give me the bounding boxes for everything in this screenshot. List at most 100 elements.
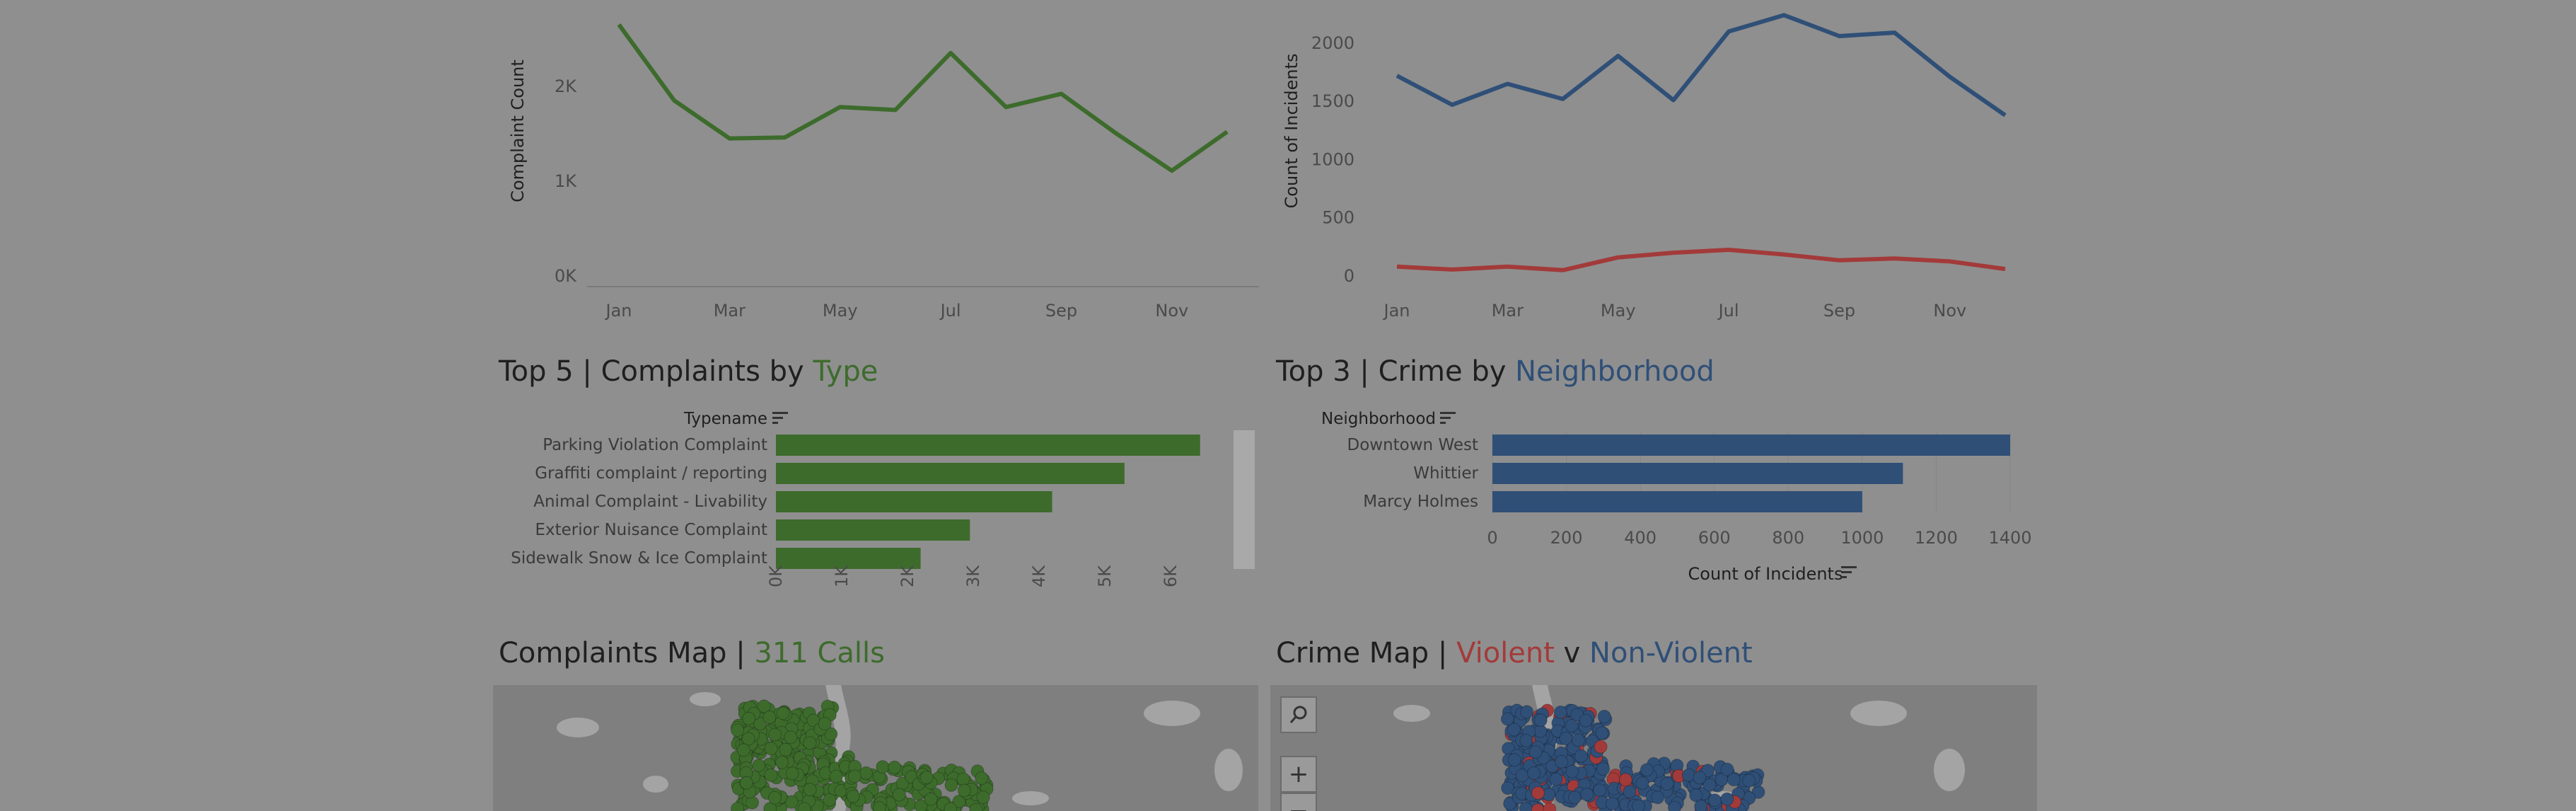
complaints-bar-title-accent: Type [813, 355, 878, 388]
complaints-map-point [731, 723, 744, 737]
map-search-button[interactable] [1280, 696, 1317, 733]
complaints-bar[interactable] [776, 491, 1052, 512]
complaints-bar[interactable] [776, 519, 970, 541]
complaints-map-point [739, 776, 753, 790]
complaints-bar[interactable] [776, 463, 1125, 484]
complaints-map-point [924, 792, 938, 806]
complaints-x-tick-label: Nov [1155, 301, 1188, 321]
complaints-y-tick-label: 2K [555, 76, 577, 96]
crime-x-tick-label: 1200 [1915, 528, 1958, 548]
crime-map-point [1572, 733, 1585, 747]
complaints-bar-label: Graffiti complaint / reporting [535, 464, 767, 483]
crime-map-point [1640, 763, 1654, 777]
complaints-bar-label: Animal Complaint - Livability [533, 493, 767, 511]
crime-bar-label: Downtown West [1347, 436, 1478, 454]
map-zoom-out-button[interactable]: − [1280, 793, 1317, 811]
complaints-bar-label: Parking Violation Complaint [543, 436, 767, 454]
complaints-map-point [892, 788, 906, 802]
crime-map-point [1533, 713, 1548, 727]
complaints-map-point [764, 768, 778, 782]
crime-map-point [1702, 778, 1717, 792]
crime-map-title-mid: v [1554, 637, 1590, 669]
complaints-scrollbar[interactable] [1234, 430, 1255, 569]
crime-map-point [1503, 797, 1517, 811]
crime-x-axis-label: Count of Incidents [1688, 564, 1843, 584]
complaints-line-chart: Complaint Count 0K 1K 2K Jan Mar May Jul Sep No… [508, 23, 1259, 321]
complaints-x-tick-label: May [823, 301, 858, 321]
complaints-map-point [859, 766, 873, 780]
crime-map-title-nonviolent: Non-Violent [1589, 637, 1753, 669]
complaints-bar[interactable] [776, 548, 921, 569]
complaints-map-point [768, 727, 782, 742]
complaints-map-point [872, 801, 886, 811]
crime-map-point [1701, 764, 1715, 778]
crime-map-title-violent: Violent [1456, 637, 1555, 669]
crime-bar[interactable] [1492, 491, 1862, 512]
complaints-map-point [829, 769, 843, 783]
crime-bar-chart: Neighborhood Downtown West Whittier Marcy … [1321, 410, 2032, 584]
crime-sort-icon[interactable] [1440, 412, 1456, 424]
complaints-x-tick-label: 1K [832, 565, 852, 587]
complaints-map-point [741, 732, 755, 746]
crime-map-point [1694, 799, 1708, 811]
crime-y-tick-label: 500 [1322, 208, 1354, 228]
complaints-map-title: Complaints Map | 311 Calls [499, 639, 885, 667]
crime-map-point [1543, 802, 1557, 811]
crime-map-points [1500, 703, 1765, 811]
crime-x-tick-label: 600 [1698, 528, 1731, 548]
complaints-x-tick-label: Jul [939, 301, 961, 321]
complaints-line-panel: Complaint Count 0K 1K 2K Jan Mar May Jul Sep No… [495, 0, 1259, 333]
crime-map[interactable]: + − [1270, 685, 2037, 811]
complaints-bar-label: Sidewalk Snow & Ice Complaint [511, 549, 767, 568]
complaints-map-point [944, 802, 958, 811]
crime-map-point [1651, 790, 1665, 805]
complaints-series-line-1[interactable] [617, 23, 1229, 173]
crime-map-point [1515, 769, 1529, 783]
crime-bar[interactable] [1492, 435, 2010, 456]
complaints-bar[interactable] [776, 435, 1200, 456]
complaints-bar-panel: Typename Parking Violation Complaint Graf… [495, 396, 1259, 609]
crime-map-point [1635, 776, 1649, 790]
crime-map-point [1632, 799, 1645, 811]
complaints-map-point [888, 760, 902, 774]
crime-xlabel-sort-icon[interactable] [1841, 566, 1857, 578]
complaints-map-point [779, 742, 793, 757]
complaints-map-point [803, 736, 817, 750]
crime-map-point [1594, 740, 1608, 754]
crime-x-tick-label: Mar [1492, 301, 1524, 321]
complaints-map-point [764, 742, 778, 756]
crime-y-tick-label: 1000 [1311, 149, 1354, 169]
complaints-map-point [952, 795, 966, 808]
crime-bar[interactable] [1492, 463, 1903, 484]
map-zoom-in-button[interactable]: + [1280, 756, 1317, 793]
crime-map-canvas [1393, 685, 1965, 811]
crime-map-point [1720, 792, 1734, 806]
complaints-map-point [847, 769, 861, 783]
complaints-map-point [776, 706, 790, 720]
crime-field-header: Neighborhood [1321, 410, 1436, 428]
crime-map-point [1597, 710, 1611, 723]
crime-y-tick-label: 1500 [1311, 91, 1354, 111]
complaints-bar-title: Top 5 | Complaints by Type [499, 357, 878, 386]
crime-series-line-1[interactable] [1396, 13, 2007, 117]
complaints-map-point [823, 793, 837, 807]
complaints-sort-icon[interactable] [772, 412, 788, 424]
crime-map-point [1507, 723, 1521, 737]
crime-map-point [1693, 771, 1707, 785]
complaints-map-point [975, 771, 989, 785]
complaints-map-point [753, 717, 767, 731]
complaints-map-point [736, 743, 750, 757]
complaints-x-tick-label: Jan [605, 301, 632, 321]
crime-bar-title-accent: Neighborhood [1515, 355, 1715, 388]
crime-series-line-2[interactable] [1396, 248, 2006, 272]
complaints-bar-label: Exterior Nuisance Complaint [535, 521, 767, 539]
search-icon [1289, 706, 1307, 723]
crime-y-tick-label: 2000 [1311, 33, 1354, 53]
complaints-x-tick-label: 3K [963, 565, 983, 587]
crime-map-point [1660, 777, 1674, 791]
complaints-map[interactable] [493, 685, 1258, 811]
complaints-map-canvas [557, 685, 1243, 811]
crime-x-tick-label: 1400 [1988, 528, 2031, 548]
crime-map-point [1565, 764, 1579, 778]
complaints-map-point [976, 790, 990, 805]
